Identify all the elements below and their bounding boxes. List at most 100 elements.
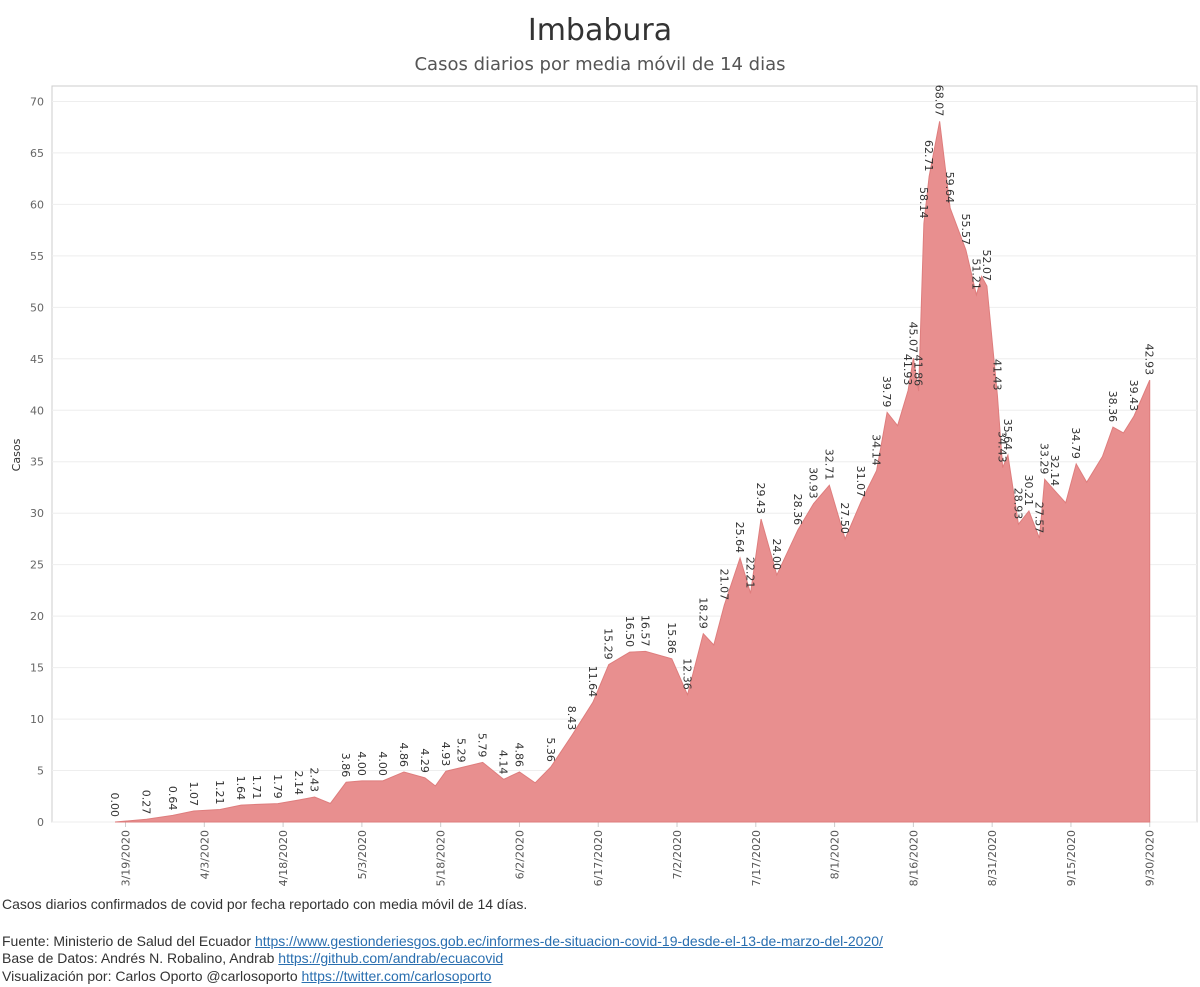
value-label: 11.64 <box>586 666 599 698</box>
y-tick-label: 65 <box>30 147 44 160</box>
x-tick-label: 5/3/2020 <box>356 830 369 879</box>
value-label: 33.29 <box>1038 443 1051 475</box>
chart-subtitle: Casos diarios por media móvil de 14 dias <box>414 54 785 75</box>
y-tick-label: 15 <box>30 662 44 675</box>
value-label: 24.00 <box>770 538 783 570</box>
x-tick-label: 8/16/2020 <box>907 830 920 886</box>
value-label: 25.64 <box>733 522 746 554</box>
source-line: Visualización por: Carlos Oporto @carlos… <box>2 968 491 984</box>
value-label: 27.57 <box>1032 502 1045 534</box>
source-label: Visualización por: Carlos Oporto @carlos… <box>2 968 298 984</box>
value-label: 52.07 <box>980 250 993 282</box>
x-tick-label: 9/15/2020 <box>1065 830 1078 886</box>
value-label: 34.43 <box>996 431 1009 463</box>
y-tick-label: 20 <box>30 610 44 623</box>
y-tick-label: 70 <box>30 95 44 108</box>
value-label: 1.71 <box>250 775 263 800</box>
y-tick-label: 0 <box>37 816 44 829</box>
value-label: 2.43 <box>308 767 321 792</box>
x-tick-label: 7/17/2020 <box>750 830 763 886</box>
x-tick-label: 6/2/2020 <box>513 830 526 879</box>
value-label: 5.36 <box>544 737 557 762</box>
value-label: 34.79 <box>1069 427 1082 459</box>
value-label: 0.27 <box>140 790 153 815</box>
value-label: 42.93 <box>1143 344 1156 376</box>
x-tick-label: 9/30/2020 <box>1144 830 1157 886</box>
value-label: 12.36 <box>681 658 694 690</box>
value-label: 32.14 <box>1048 455 1061 487</box>
area <box>114 121 1151 823</box>
value-label: 0.00 <box>108 793 121 818</box>
value-label: 55.57 <box>959 213 972 245</box>
value-label: 62.71 <box>922 140 935 172</box>
x-tick-label: 4/18/2020 <box>277 830 290 886</box>
value-label: 1.21 <box>213 780 226 805</box>
value-label: 68.07 <box>933 85 946 117</box>
value-label: 35.64 <box>1001 419 1014 451</box>
value-label: 4.14 <box>497 750 510 775</box>
value-label: 41.86 <box>912 355 925 387</box>
y-tick-label: 45 <box>30 353 44 366</box>
value-label: 32.71 <box>822 449 835 481</box>
x-tick-label: 5/18/2020 <box>435 830 448 886</box>
value-label: 5.29 <box>455 738 468 763</box>
y-tick-label: 60 <box>30 198 44 211</box>
value-label: 5.79 <box>476 733 489 758</box>
y-axis-label: Casos <box>10 438 23 471</box>
y-tick-label: 35 <box>30 456 44 469</box>
value-label: 4.00 <box>355 751 368 776</box>
y-tick-label: 25 <box>30 559 44 572</box>
value-label: 15.29 <box>602 628 615 660</box>
x-tick-label: 8/31/2020 <box>986 830 999 886</box>
value-label: 16.50 <box>623 616 636 648</box>
value-label: 4.86 <box>397 742 410 767</box>
chart-title: Imbabura <box>528 13 672 48</box>
value-label: 21.07 <box>717 569 730 601</box>
value-label: 28.93 <box>1011 488 1024 520</box>
x-tick-label: 3/19/2020 <box>120 830 133 886</box>
value-label: 22.21 <box>744 557 757 589</box>
value-label: 39.79 <box>880 376 893 408</box>
y-tick-label: 10 <box>30 713 44 726</box>
value-label: 34.14 <box>870 434 883 466</box>
value-label: 2.14 <box>292 770 305 795</box>
value-label: 51.21 <box>969 258 982 290</box>
value-label: 4.00 <box>376 751 389 776</box>
value-label: 30.21 <box>1022 475 1035 507</box>
chart: Imbabura Casos diarios por media móvil d… <box>10 13 1198 886</box>
value-label: 31.07 <box>854 466 867 498</box>
value-label: 3.86 <box>339 753 352 778</box>
value-label: 18.29 <box>696 597 709 629</box>
y-tick-label: 40 <box>30 404 44 417</box>
x-tick-label: 7/2/2020 <box>671 830 684 879</box>
source-link[interactable]: https://github.com/andrab/ecuacovid <box>278 950 504 966</box>
footer-note: Casos diarios confirmados de covid por f… <box>2 896 528 912</box>
value-label: 15.86 <box>665 622 678 654</box>
value-label: 4.93 <box>439 742 452 767</box>
source-line: Base de Datos: Andrés N. Robalino, Andra… <box>2 950 503 966</box>
value-label: 4.86 <box>512 742 525 767</box>
source-label: Base de Datos: Andrés N. Robalino, Andra… <box>2 950 275 966</box>
x-tick-label: 8/1/2020 <box>829 830 842 879</box>
y-tick-label: 50 <box>30 301 44 314</box>
source-label: Fuente: Ministerio de Salud del Ecuador <box>2 933 252 949</box>
source-link[interactable]: https://twitter.com/carlosoporto <box>301 968 492 984</box>
y-tick-label: 55 <box>30 250 44 263</box>
value-label: 4.29 <box>418 748 431 773</box>
y-tick-label: 5 <box>37 765 44 778</box>
value-label: 1.79 <box>271 774 284 799</box>
value-label: 58.14 <box>917 187 930 219</box>
x-tick-label: 6/17/2020 <box>592 830 605 886</box>
value-label: 45.07 <box>906 322 919 354</box>
value-label: 16.57 <box>639 615 652 647</box>
value-label: 28.36 <box>791 494 804 526</box>
value-label: 39.43 <box>1127 380 1140 412</box>
value-label: 41.43 <box>990 359 1003 391</box>
value-label: 1.07 <box>187 781 200 806</box>
value-label: 38.36 <box>1106 391 1119 423</box>
value-label: 27.50 <box>838 502 851 534</box>
source-link[interactable]: https://www.gestionderiesgos.gob.ec/info… <box>254 933 883 949</box>
value-label: 59.64 <box>943 172 956 204</box>
value-label: 0.64 <box>166 786 179 811</box>
